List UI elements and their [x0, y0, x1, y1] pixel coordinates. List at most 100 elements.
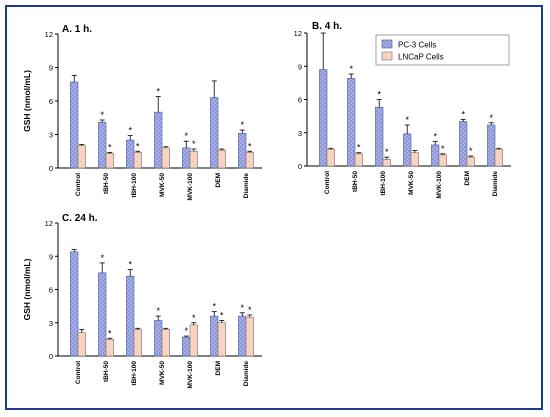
significance-marker: *	[156, 87, 160, 97]
panel-title: A. 1 h.	[62, 24, 92, 35]
x-tick-label: MVK-50	[159, 173, 166, 197]
significance-marker: *	[108, 142, 112, 152]
bar-pc3	[154, 320, 163, 357]
significance-marker: *	[469, 146, 473, 156]
y-tick-label: 0	[49, 352, 53, 361]
bar-pc3	[98, 272, 107, 357]
y-axis-label: GSH (nmol/mL)	[22, 258, 32, 320]
significance-marker: *	[357, 143, 361, 153]
x-tick-label: MVK-100	[187, 173, 194, 201]
panel-title: C. 24 h.	[62, 213, 98, 224]
x-tick-label: Control	[75, 173, 82, 196]
y-tick-label: 9	[298, 62, 302, 71]
x-tick-label: Diamide	[243, 173, 250, 199]
x-tick-label: tBH-50	[352, 171, 359, 192]
bar-pc3	[70, 81, 79, 169]
panel-a: A. 1 h. 0 3 6 9 12 GSH (nmol/mL) Control * * tBH-5…	[22, 24, 262, 200]
legend-box	[375, 34, 510, 66]
significance-marker: *	[248, 305, 252, 315]
legend-label: LNCaP Cells	[398, 53, 444, 62]
bar-lncap	[161, 147, 170, 169]
bar-lncap	[326, 149, 335, 167]
x-tick-label: DEM	[215, 361, 222, 375]
x-tick-label: Diamide	[492, 171, 499, 197]
y-tick-label: 0	[298, 162, 302, 171]
significance-marker: *	[136, 141, 140, 151]
bar-pc3	[487, 124, 496, 167]
bar-pc3	[182, 336, 191, 357]
x-tick-label: tBH-100	[131, 361, 138, 386]
significance-marker: *	[349, 64, 353, 74]
significance-marker: *	[192, 313, 196, 323]
bar-lncap	[438, 154, 447, 167]
bar-lncap	[105, 153, 114, 169]
y-axis-label: GSH (nmol/mL)	[22, 70, 32, 132]
bar-pc3	[238, 315, 247, 357]
bar-lncap	[217, 149, 226, 169]
x-tick-label: tBH-50	[103, 361, 110, 382]
bar-pc3	[126, 139, 135, 169]
bar-pc3	[126, 275, 135, 357]
x-tick-label: DEM	[215, 173, 222, 187]
panel-c: C. 24 h. 0 3 6 9 12 GSH (nmol/mL) Control * * tBH-…	[22, 213, 262, 388]
bar-pc3	[98, 121, 107, 169]
x-tick-label: MVK-50	[159, 361, 166, 385]
y-tick-label: 6	[49, 97, 53, 106]
x-tick-label: tBH-50	[103, 173, 110, 194]
significance-marker: *	[489, 113, 493, 123]
bar-lncap	[354, 153, 363, 167]
bar-lncap	[245, 316, 254, 357]
y-tick-label: 0	[49, 164, 53, 173]
significance-marker: *	[240, 303, 244, 313]
bar-pc3	[319, 69, 328, 167]
x-tick-label: tBH-100	[131, 173, 138, 198]
legend-swatch-pc3	[381, 39, 393, 49]
x-tick-label: MVK-100	[436, 171, 443, 199]
bar-lncap	[189, 150, 198, 169]
bar-lncap	[77, 145, 86, 169]
significance-marker: *	[405, 115, 409, 125]
figure-frame	[5, 5, 543, 410]
y-tick-label: 12	[45, 219, 53, 228]
bar-pc3	[154, 111, 163, 169]
significance-marker: *	[220, 311, 224, 321]
significance-marker: *	[184, 131, 188, 141]
significance-marker: *	[240, 120, 244, 130]
bar-lncap	[382, 159, 391, 167]
bar-pc3	[182, 147, 191, 169]
x-tick-label: Control	[324, 171, 331, 194]
significance-marker: *	[100, 253, 104, 263]
bar-lncap	[410, 152, 419, 167]
bar-lncap	[133, 152, 142, 169]
y-tick-label: 3	[49, 319, 53, 328]
bar-lncap	[105, 339, 114, 357]
y-tick-label: 12	[294, 29, 302, 38]
significance-marker: *	[108, 328, 112, 338]
significance-marker: *	[192, 139, 196, 149]
bar-pc3	[375, 106, 384, 167]
x-tick-label: Control	[75, 361, 82, 384]
significance-marker: *	[156, 306, 160, 316]
bar-lncap	[77, 332, 86, 357]
significance-marker: *	[377, 90, 381, 100]
y-tick-label: 3	[49, 131, 53, 140]
y-tick-label: 12	[45, 30, 53, 39]
bar-pc3	[459, 121, 468, 167]
bar-lncap	[217, 322, 226, 357]
bar-pc3	[431, 144, 440, 167]
legend-swatch-lncap	[381, 51, 393, 61]
x-tick-label: MVK-50	[408, 171, 415, 195]
panel-title: B. 4 h.	[312, 21, 342, 32]
y-tick-label: 3	[298, 129, 302, 138]
bar-lncap	[133, 329, 142, 357]
significance-marker: *	[248, 141, 252, 151]
significance-marker: *	[184, 326, 188, 336]
significance-marker: *	[100, 110, 104, 120]
bar-lncap	[189, 324, 198, 357]
x-tick-label: tBH-100	[380, 171, 387, 196]
significance-marker: *	[212, 302, 216, 312]
y-tick-label: 9	[49, 64, 53, 73]
significance-marker: *	[433, 132, 437, 142]
bar-pc3	[347, 78, 356, 167]
